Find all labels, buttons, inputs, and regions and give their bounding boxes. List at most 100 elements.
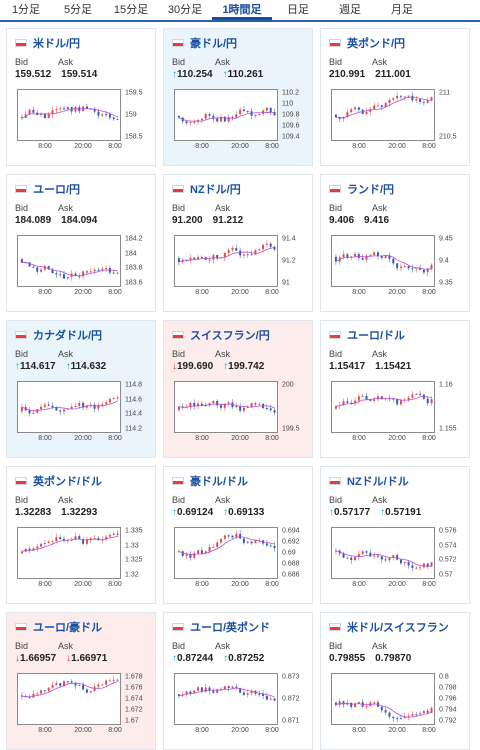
pair-name: NZドル/円 bbox=[190, 184, 241, 196]
rate-card[interactable]: ユーロ/豪ドル Bid Ask ↓1.66957 ↓1.66971 1.678 1.676 1… bbox=[6, 612, 156, 750]
pair-title[interactable]: 米ドル/円 bbox=[15, 35, 80, 51]
pair-title[interactable]: ユーロ/豪ドル bbox=[15, 619, 102, 635]
tab-8[interactable]: 月足 bbox=[391, 4, 413, 16]
pair-title[interactable]: 米ドル/スイスフラン bbox=[329, 619, 449, 635]
rate-card[interactable]: 豪ドル/円 Bid Ask ↑110.254 ↑110.261 110.2 110 109.8… bbox=[163, 28, 313, 166]
bid-value: 1.32283 bbox=[15, 507, 52, 518]
y-tick-label: 0.794 bbox=[439, 706, 457, 714]
candle-body bbox=[242, 538, 245, 543]
candle-body bbox=[403, 562, 406, 564]
candlestick-chart[interactable] bbox=[17, 527, 121, 579]
candlestick-chart[interactable] bbox=[331, 89, 435, 141]
pair-name: ランド/円 bbox=[347, 184, 395, 196]
pair-title[interactable]: ユーロ/ドル bbox=[329, 327, 405, 343]
tab-2[interactable]: 5分足 bbox=[63, 4, 93, 16]
arrow-up-icon: ↑ bbox=[380, 507, 386, 518]
candle-body bbox=[82, 402, 85, 408]
rate-card[interactable]: ユーロ/英ポンド Bid Ask ↑0.87244 ↑0.87252 0.873 0.872… bbox=[163, 612, 313, 750]
y-tick-label: 0.873 bbox=[282, 673, 300, 681]
candle-body bbox=[246, 111, 249, 113]
pair-title[interactable]: ランド/円 bbox=[329, 181, 394, 197]
pair-title[interactable]: 豪ドル/ドル bbox=[172, 473, 248, 489]
rate-card[interactable]: 英ポンド/ドル Bid Ask 1.32283 1.32293 1.335 1.33 1.32… bbox=[6, 466, 156, 604]
candle-body bbox=[185, 259, 188, 261]
pair-title[interactable]: NZドル/円 bbox=[172, 181, 241, 197]
tab-3[interactable]: 15分足 bbox=[113, 4, 149, 16]
rate-card[interactable]: 米ドル/円 Bid Ask 159.512 159.514 159.5 159 158.5 8:… bbox=[6, 28, 156, 166]
quote-values: 159.512 159.514 bbox=[15, 69, 97, 80]
candlestick-chart[interactable] bbox=[17, 89, 121, 141]
candle-body bbox=[43, 266, 46, 270]
pair-title[interactable]: 豪ドル/円 bbox=[172, 35, 237, 51]
rate-card[interactable]: 豪ドル/ドル Bid Ask ↑0.69124 ↑0.69133 0.694 0.692 0.… bbox=[163, 466, 313, 604]
pair-title[interactable]: 英ポンド/円 bbox=[329, 35, 405, 51]
y-tick-label: 0.694 bbox=[282, 527, 300, 535]
candle-body bbox=[208, 547, 211, 552]
tab-5[interactable]: 1時間足 bbox=[212, 0, 272, 20]
moving-average-line bbox=[178, 246, 275, 263]
candlestick-chart[interactable] bbox=[17, 381, 121, 433]
candle-body bbox=[89, 691, 92, 693]
arrow-up-icon: ↑ bbox=[15, 361, 20, 372]
pair-title[interactable]: スイスフラン/円 bbox=[172, 327, 270, 343]
candle-body bbox=[235, 686, 238, 689]
candle-body bbox=[185, 121, 188, 124]
candlestick-chart[interactable] bbox=[331, 673, 435, 725]
candlestick-chart[interactable] bbox=[331, 381, 435, 433]
candle-body bbox=[108, 114, 111, 118]
candle-body bbox=[231, 248, 234, 251]
rate-card[interactable]: ランド/円 Bid Ask 9.406 9.416 9.45 9.4 9.35 8:00 20:0… bbox=[320, 174, 470, 312]
candle-body bbox=[197, 403, 200, 407]
bid-value: 159.512 bbox=[15, 69, 52, 80]
candlestick-chart[interactable] bbox=[17, 235, 121, 287]
candle-body bbox=[392, 398, 395, 400]
pair-title[interactable]: カナダドル/円 bbox=[15, 327, 102, 343]
tab-4[interactable]: 30分足 bbox=[167, 4, 203, 16]
rate-card[interactable]: NZドル/ドル Bid Ask ↑0.57177 ↑0.57191 0.576 0.574 0… bbox=[320, 466, 470, 604]
rate-card[interactable]: ユーロ/ドル Bid Ask 1.15417 1.15421 1.16 1.155 8:00 2… bbox=[320, 320, 470, 458]
candlestick-chart[interactable] bbox=[331, 527, 435, 579]
y-axis: 159.5 159 158.5 bbox=[125, 89, 155, 141]
y-tick-label: 1.33 bbox=[125, 542, 139, 550]
x-tick-label: 20:00 bbox=[231, 435, 249, 442]
candle-body bbox=[47, 541, 50, 544]
bid-label: Bid bbox=[172, 349, 186, 359]
bid-value: 0.57177 bbox=[334, 507, 371, 518]
pair-title[interactable]: ユーロ/英ポンド bbox=[172, 619, 270, 635]
candle-body bbox=[411, 95, 414, 101]
quote-labels: Bid Ask bbox=[172, 641, 230, 651]
pair-title[interactable]: 英ポンド/ドル bbox=[15, 473, 102, 489]
candlestick-chart[interactable] bbox=[17, 673, 121, 725]
flag-icon bbox=[172, 331, 184, 339]
ask-quote: 0.79870 bbox=[375, 653, 411, 664]
candlestick-chart[interactable] bbox=[174, 235, 278, 287]
candle-body bbox=[89, 538, 92, 540]
y-tick-label: 1.678 bbox=[125, 673, 143, 681]
candlestick-chart[interactable] bbox=[174, 673, 278, 725]
bid-quote: 9.406 bbox=[329, 215, 354, 226]
candle-body bbox=[82, 539, 85, 544]
candlestick-chart[interactable] bbox=[174, 89, 278, 141]
rate-card[interactable]: 英ポンド/円 Bid Ask 210.991 211.001 211 210.5 8:00 20… bbox=[320, 28, 470, 166]
rate-card[interactable]: カナダドル/円 Bid Ask ↑114.617 ↑114.632 114.8 114.6 1… bbox=[6, 320, 156, 458]
rate-card[interactable]: 米ドル/スイスフラン Bid Ask 0.79855 0.79870 0.8 0.798 0.… bbox=[320, 612, 470, 750]
rate-card[interactable]: ユーロ/円 Bid Ask 184.089 184.094 184.2 184 183.8 18… bbox=[6, 174, 156, 312]
y-tick-label: 114.8 bbox=[125, 381, 142, 389]
candlestick-chart[interactable] bbox=[174, 381, 278, 433]
tab-1[interactable]: 1分足 bbox=[11, 4, 41, 16]
tab-6[interactable]: 日足 bbox=[287, 4, 309, 16]
candlestick-chart[interactable] bbox=[331, 235, 435, 287]
arrow-up-icon: ↑ bbox=[65, 361, 71, 372]
rate-card[interactable]: NZドル/円 Bid Ask 91.200 91.212 91.4 91.2 91 8:00 20… bbox=[163, 174, 313, 312]
pair-title[interactable]: ユーロ/円 bbox=[15, 181, 80, 197]
tab-7[interactable]: 週足 bbox=[339, 4, 361, 16]
candlestick-chart[interactable] bbox=[174, 527, 278, 579]
rate-card[interactable]: スイスフラン/円 Bid Ask ↓199.690 ↑199.742 200 199.5 8:… bbox=[163, 320, 313, 458]
pair-title[interactable]: NZドル/ドル bbox=[329, 473, 409, 489]
x-tick-label: 20:00 bbox=[388, 581, 406, 588]
quote-values: 1.15417 1.15421 bbox=[329, 361, 411, 372]
y-axis: 114.8 114.6 114.4 114.2 bbox=[125, 381, 155, 433]
candle-body bbox=[105, 267, 108, 269]
candle-body bbox=[242, 254, 245, 256]
x-tick-label: 20:00 bbox=[231, 727, 249, 734]
